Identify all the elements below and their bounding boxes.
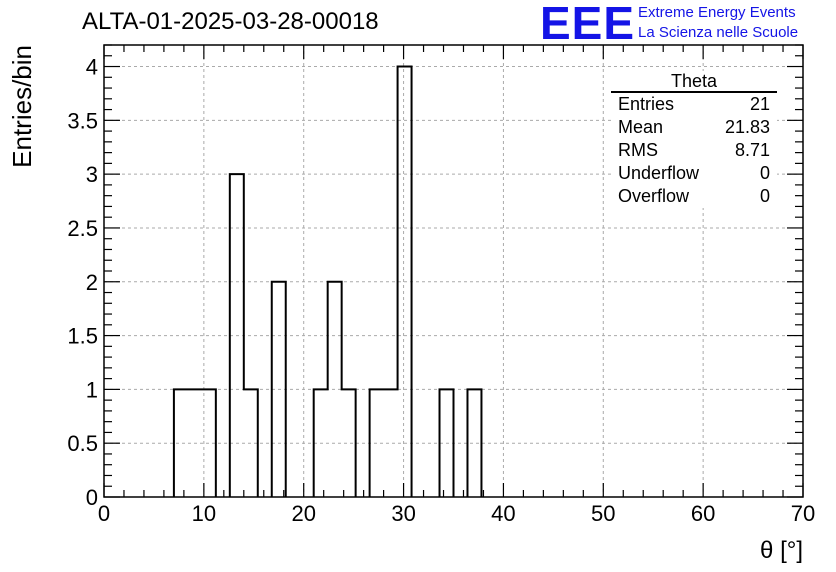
x-axis-label: θ [°] <box>760 537 803 564</box>
histogram-bin-1 <box>188 389 202 497</box>
histogram-bin-8 <box>342 389 356 497</box>
histogram-bin-10 <box>384 389 398 497</box>
histogram-bin-13 <box>467 389 481 497</box>
x-tick-label: 10 <box>192 501 216 526</box>
x-tick-label: 50 <box>591 501 615 526</box>
histogram-bin-4 <box>244 389 258 497</box>
y-tick-label: 0.5 <box>67 431 98 456</box>
stats-label: Mean <box>618 117 664 137</box>
axis-ticks <box>103 44 804 498</box>
histogram-bin-12 <box>440 389 454 497</box>
histogram-bin-0 <box>174 389 188 497</box>
stats-row-mean: Mean 21.83 <box>611 116 777 139</box>
x-tick-label: 0 <box>98 501 110 526</box>
y-tick-label: 2.5 <box>67 216 98 241</box>
stats-value: 0 <box>759 186 770 206</box>
histogram-bin-6 <box>314 389 328 497</box>
stats-label: Underflow <box>618 163 700 183</box>
y-tick-label: 0 <box>86 485 98 510</box>
stats-rows: Entries 21 Mean 21.83 RMS 8.71 Underflow 0 Overf… <box>611 93 777 208</box>
stats-label: RMS <box>618 140 658 160</box>
logo-line-1: Extreme Energy Events <box>638 4 796 21</box>
stats-value: 0 <box>759 163 770 183</box>
stats-row-rms: RMS 8.71 <box>611 139 777 162</box>
stats-row-overflow: Overflow 0 <box>611 185 777 208</box>
x-tick-label: 70 <box>791 501 815 526</box>
eee-logo: EEE <box>540 0 636 49</box>
stats-value: 8.71 <box>734 140 770 160</box>
histogram-bin-7 <box>328 282 342 497</box>
histogram-bin-9 <box>370 389 384 497</box>
y-tick-label: 3 <box>86 162 98 187</box>
histogram-bin-5 <box>272 282 286 497</box>
y-tick-label: 1.5 <box>67 324 98 349</box>
x-tick-label: 30 <box>391 501 415 526</box>
histogram-bin-2 <box>202 389 216 497</box>
stats-box: Theta Entries 21 Mean 21.83 RMS 8.71 Underflow… <box>611 71 777 208</box>
y-axis-label: Entries/bin <box>7 45 37 168</box>
histogram-bin-11 <box>398 67 412 497</box>
logo-caption: Extreme Energy Events La Scienza nelle S… <box>638 3 798 43</box>
y-tick-label: 1 <box>86 377 98 402</box>
y-tick-label: 4 <box>86 55 98 80</box>
y-tick-label: 3.5 <box>67 108 98 133</box>
stats-label: Overflow <box>618 186 690 206</box>
stats-label: Entries <box>618 94 675 114</box>
stats-row-entries: Entries 21 <box>611 93 777 116</box>
stats-row-underflow: Underflow 0 <box>611 162 777 185</box>
chart-title: ALTA-01-2025-03-28-00018 <box>82 8 379 35</box>
stats-value: 21 <box>749 94 770 114</box>
x-tick-label: 60 <box>691 501 715 526</box>
stats-box-title: Theta <box>611 71 777 93</box>
stats-value: 21.83 <box>724 117 770 137</box>
logo-line-2: La Scienza nelle Scuole <box>638 24 799 41</box>
y-tick-label: 2 <box>86 270 98 295</box>
x-tick-label: 40 <box>491 501 515 526</box>
histogram-outline <box>172 65 483 497</box>
x-tick-label: 20 <box>291 501 315 526</box>
histogram-bin-3 <box>230 174 244 497</box>
